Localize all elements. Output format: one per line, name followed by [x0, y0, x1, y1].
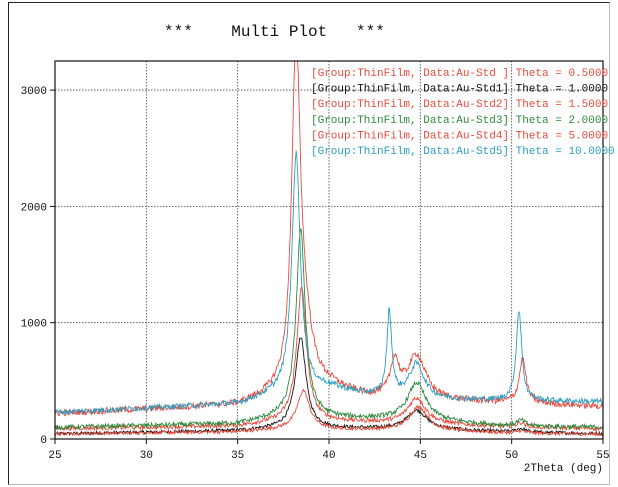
x-tick-label: 55 [596, 450, 609, 462]
series-line-3 [54, 227, 604, 431]
y-tick-label: 3000 [21, 86, 47, 98]
y-tick-label: 1000 [21, 319, 47, 331]
series-line-5 [54, 150, 604, 416]
series-line-1 [54, 337, 604, 437]
x-tick-label: 50 [505, 450, 518, 462]
x-tick-label: 25 [48, 450, 61, 462]
legend-entry: [Group:ThinFilm, Data:Au-Std3] Theta = 2… [311, 115, 608, 127]
x-tick-label: 40 [322, 450, 335, 462]
x-tick-label: 30 [140, 450, 153, 462]
x-axis-label: 2Theta (deg) [524, 463, 603, 475]
legend-entry: [Group:ThinFilm, Data:Au-Std2] Theta = 1… [311, 99, 608, 111]
chart-frame [8, 2, 610, 485]
y-tick-label: 0 [40, 435, 47, 447]
chart-title: *** Multi Plot *** [164, 23, 385, 41]
legend-entry: [Group:ThinFilm, Data:Au-Std1] Theta = 1… [311, 84, 608, 96]
legend-entry: [Group:ThinFilm, Data:Au-Std ] Theta = 0… [311, 68, 608, 80]
legend-entry: [Group:ThinFilm, Data:Au-Std4] Theta = 5… [311, 130, 608, 142]
series-line-4 [54, 388, 604, 437]
y-tick-label: 2000 [21, 202, 47, 214]
x-tick-label: 35 [231, 450, 244, 462]
x-tick-label: 45 [414, 450, 427, 462]
series-line-0 [55, 60, 604, 417]
legend-entry: [Group:ThinFilm, Data:Au-Std5] Theta = 1… [311, 146, 615, 158]
